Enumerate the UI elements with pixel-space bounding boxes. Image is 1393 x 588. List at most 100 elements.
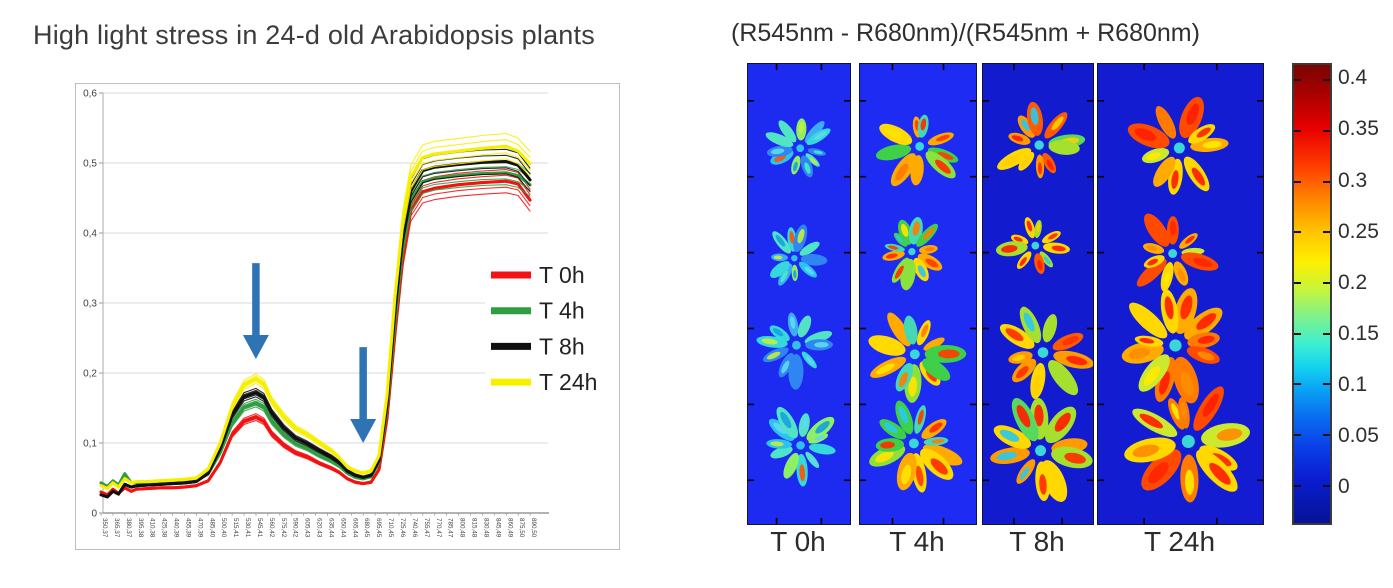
- leaf-core: [1197, 335, 1215, 344]
- colorbar-tick: [1323, 231, 1330, 234]
- x-tick-label: 650,44: [339, 518, 346, 538]
- leaf-core: [813, 150, 823, 155]
- leaf-core: [814, 435, 825, 441]
- leaf: [808, 443, 836, 455]
- colorbar-tick: [1294, 79, 1301, 82]
- colorbar: [1292, 63, 1332, 525]
- rosette-center: [908, 438, 919, 449]
- series-line-t0h: [99, 179, 532, 497]
- leaf-core: [1143, 366, 1161, 386]
- leaf-core: [780, 411, 792, 429]
- leaf-core: [1209, 462, 1231, 485]
- colorbar-tick: [1294, 129, 1301, 132]
- leaf-core: [875, 451, 894, 463]
- leaf-core: [920, 118, 927, 131]
- x-tick-label: 890,50: [530, 518, 537, 538]
- leaf-core: [1147, 258, 1159, 266]
- leaf-core: [895, 163, 909, 181]
- x-tick-label: 620,43: [316, 518, 323, 538]
- leaf-core: [775, 234, 786, 247]
- leaf-core: [883, 422, 898, 434]
- colorbar-tick-label: 0.2: [1338, 270, 1368, 294]
- leaf-core: [999, 429, 1020, 442]
- leaf-core: [1171, 170, 1179, 189]
- leaf-core: [804, 266, 814, 275]
- leaf-core: [773, 255, 783, 260]
- colorbar-tick-label: 0.1: [1338, 373, 1368, 397]
- x-tick-label: 380,37: [125, 518, 132, 538]
- colorbar-tick: [1294, 231, 1301, 234]
- leaf-core: [917, 409, 924, 425]
- x-tick-label: 860,49: [506, 518, 513, 538]
- leaf-core: [1046, 159, 1054, 170]
- leaf-core: [915, 465, 924, 487]
- leaf-core: [1216, 428, 1243, 441]
- x-tick-label: 710,45: [387, 518, 394, 538]
- leaf: [868, 335, 906, 356]
- page-title: High light stress in 24-d old Arabidopsi…: [33, 20, 595, 50]
- panel-label-t4h: T 4h: [889, 526, 945, 557]
- colorbar-tick: [1294, 383, 1301, 386]
- leaf: [1048, 360, 1079, 396]
- y-tick-label: 0,5: [83, 158, 97, 169]
- colorbar-tick: [1323, 332, 1330, 335]
- leaf-core: [793, 270, 797, 279]
- leaf-core: [1043, 256, 1051, 265]
- leaf-core: [1013, 236, 1023, 242]
- leaf-core: [923, 227, 935, 240]
- leaf-core: [1020, 119, 1030, 131]
- rosette-center: [1168, 249, 1178, 258]
- rosette-center: [1034, 140, 1044, 150]
- panel-t4h: [859, 63, 977, 525]
- x-tick-label: 590,42: [292, 518, 299, 538]
- legend-label: T 4h: [539, 298, 585, 324]
- leaf-core: [1051, 245, 1066, 252]
- leaf-core: [1054, 412, 1071, 432]
- leaf-core: [1037, 259, 1043, 271]
- leaf-core: [1012, 354, 1025, 362]
- colorbar-tick-label: 0: [1338, 475, 1350, 499]
- colorbar-tick: [1323, 434, 1330, 437]
- leaf-core: [1139, 413, 1163, 429]
- colorbar-tick: [1294, 484, 1301, 487]
- x-tick-label: 575,42: [280, 518, 287, 538]
- leaf: [910, 155, 924, 186]
- leaf-core: [894, 265, 904, 279]
- colorbar-tick: [1323, 180, 1330, 183]
- leaf-core: [1019, 257, 1027, 267]
- panel-label-t0h: T 0h: [770, 526, 826, 557]
- x-tick-label: 740,46: [411, 518, 418, 538]
- leaf-core: [925, 247, 935, 252]
- leaf: [922, 358, 951, 381]
- leaf: [923, 337, 945, 351]
- panel-t8h: [982, 63, 1094, 525]
- x-tick-label: 410,38: [149, 518, 156, 538]
- leaf-core: [937, 349, 960, 359]
- leaf: [887, 312, 911, 347]
- leaf: [922, 444, 963, 466]
- colorbar-tick: [1323, 129, 1330, 132]
- leaf-core: [1180, 371, 1194, 396]
- leaf-core: [896, 235, 904, 243]
- leaf: [804, 120, 825, 143]
- down-arrow-head: [242, 335, 269, 359]
- leaf-core: [773, 449, 786, 457]
- leaf-core: [1132, 444, 1160, 458]
- rosette-center: [796, 144, 805, 153]
- series-line-t24h: [99, 144, 532, 491]
- leaf-core: [1033, 374, 1042, 394]
- colorbar-tick-label: 0.3: [1338, 168, 1368, 192]
- leaf-core: [1177, 269, 1186, 282]
- legend-label: T 0h: [539, 262, 585, 288]
- leaf-core: [936, 134, 950, 142]
- leaf: [778, 120, 797, 143]
- colorbar-tick-label: 0.4: [1338, 66, 1368, 90]
- leaf-core: [931, 439, 945, 444]
- panel-image: [983, 64, 1093, 524]
- legend-label: T 8h: [539, 333, 585, 359]
- leaf-core: [1164, 296, 1174, 320]
- x-tick-label: 455,39: [184, 518, 191, 538]
- leaf-core: [898, 372, 908, 387]
- leaf-core: [1011, 135, 1024, 142]
- x-tick-label: 350,37: [101, 518, 108, 538]
